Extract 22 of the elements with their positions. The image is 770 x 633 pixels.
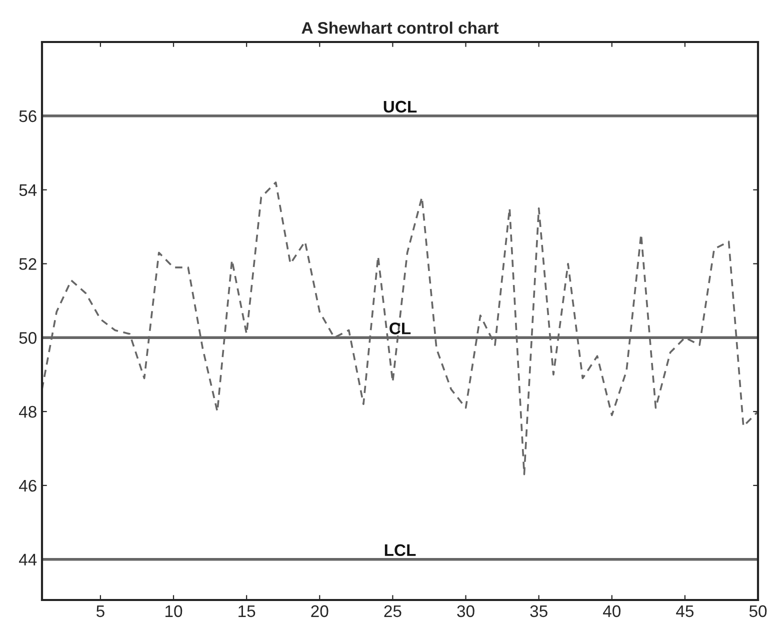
x-tick-label: 50 (749, 605, 767, 618)
y-tick-label: 46 (18, 480, 36, 492)
x-tick-label: 25 (384, 605, 402, 618)
x-tick-label: 5 (96, 605, 104, 618)
chart-title: A Shewhart control chart (302, 22, 499, 34)
ref-line-label: LCL (384, 544, 416, 556)
x-tick-label: 30 (457, 605, 474, 618)
line-series (42, 182, 758, 476)
y-tick-label: 56 (19, 110, 36, 122)
ref-line-label: CL (390, 322, 411, 334)
y-tick-label: 44 (18, 554, 37, 566)
ref-line-label: UCL (384, 100, 417, 113)
x-tick-label: 10 (166, 605, 182, 618)
y-tick-label: 52 (19, 258, 36, 270)
x-tick-label: 35 (530, 605, 548, 618)
y-tick-label: 48 (18, 406, 36, 418)
x-tick-label: 45 (676, 605, 694, 618)
x-tick-label: 40 (602, 605, 620, 618)
y-tick-label: 50 (19, 332, 36, 344)
x-tick-label: 20 (311, 605, 328, 618)
x-tick-label: 15 (238, 605, 256, 618)
y-tick-label: 54 (19, 184, 37, 196)
